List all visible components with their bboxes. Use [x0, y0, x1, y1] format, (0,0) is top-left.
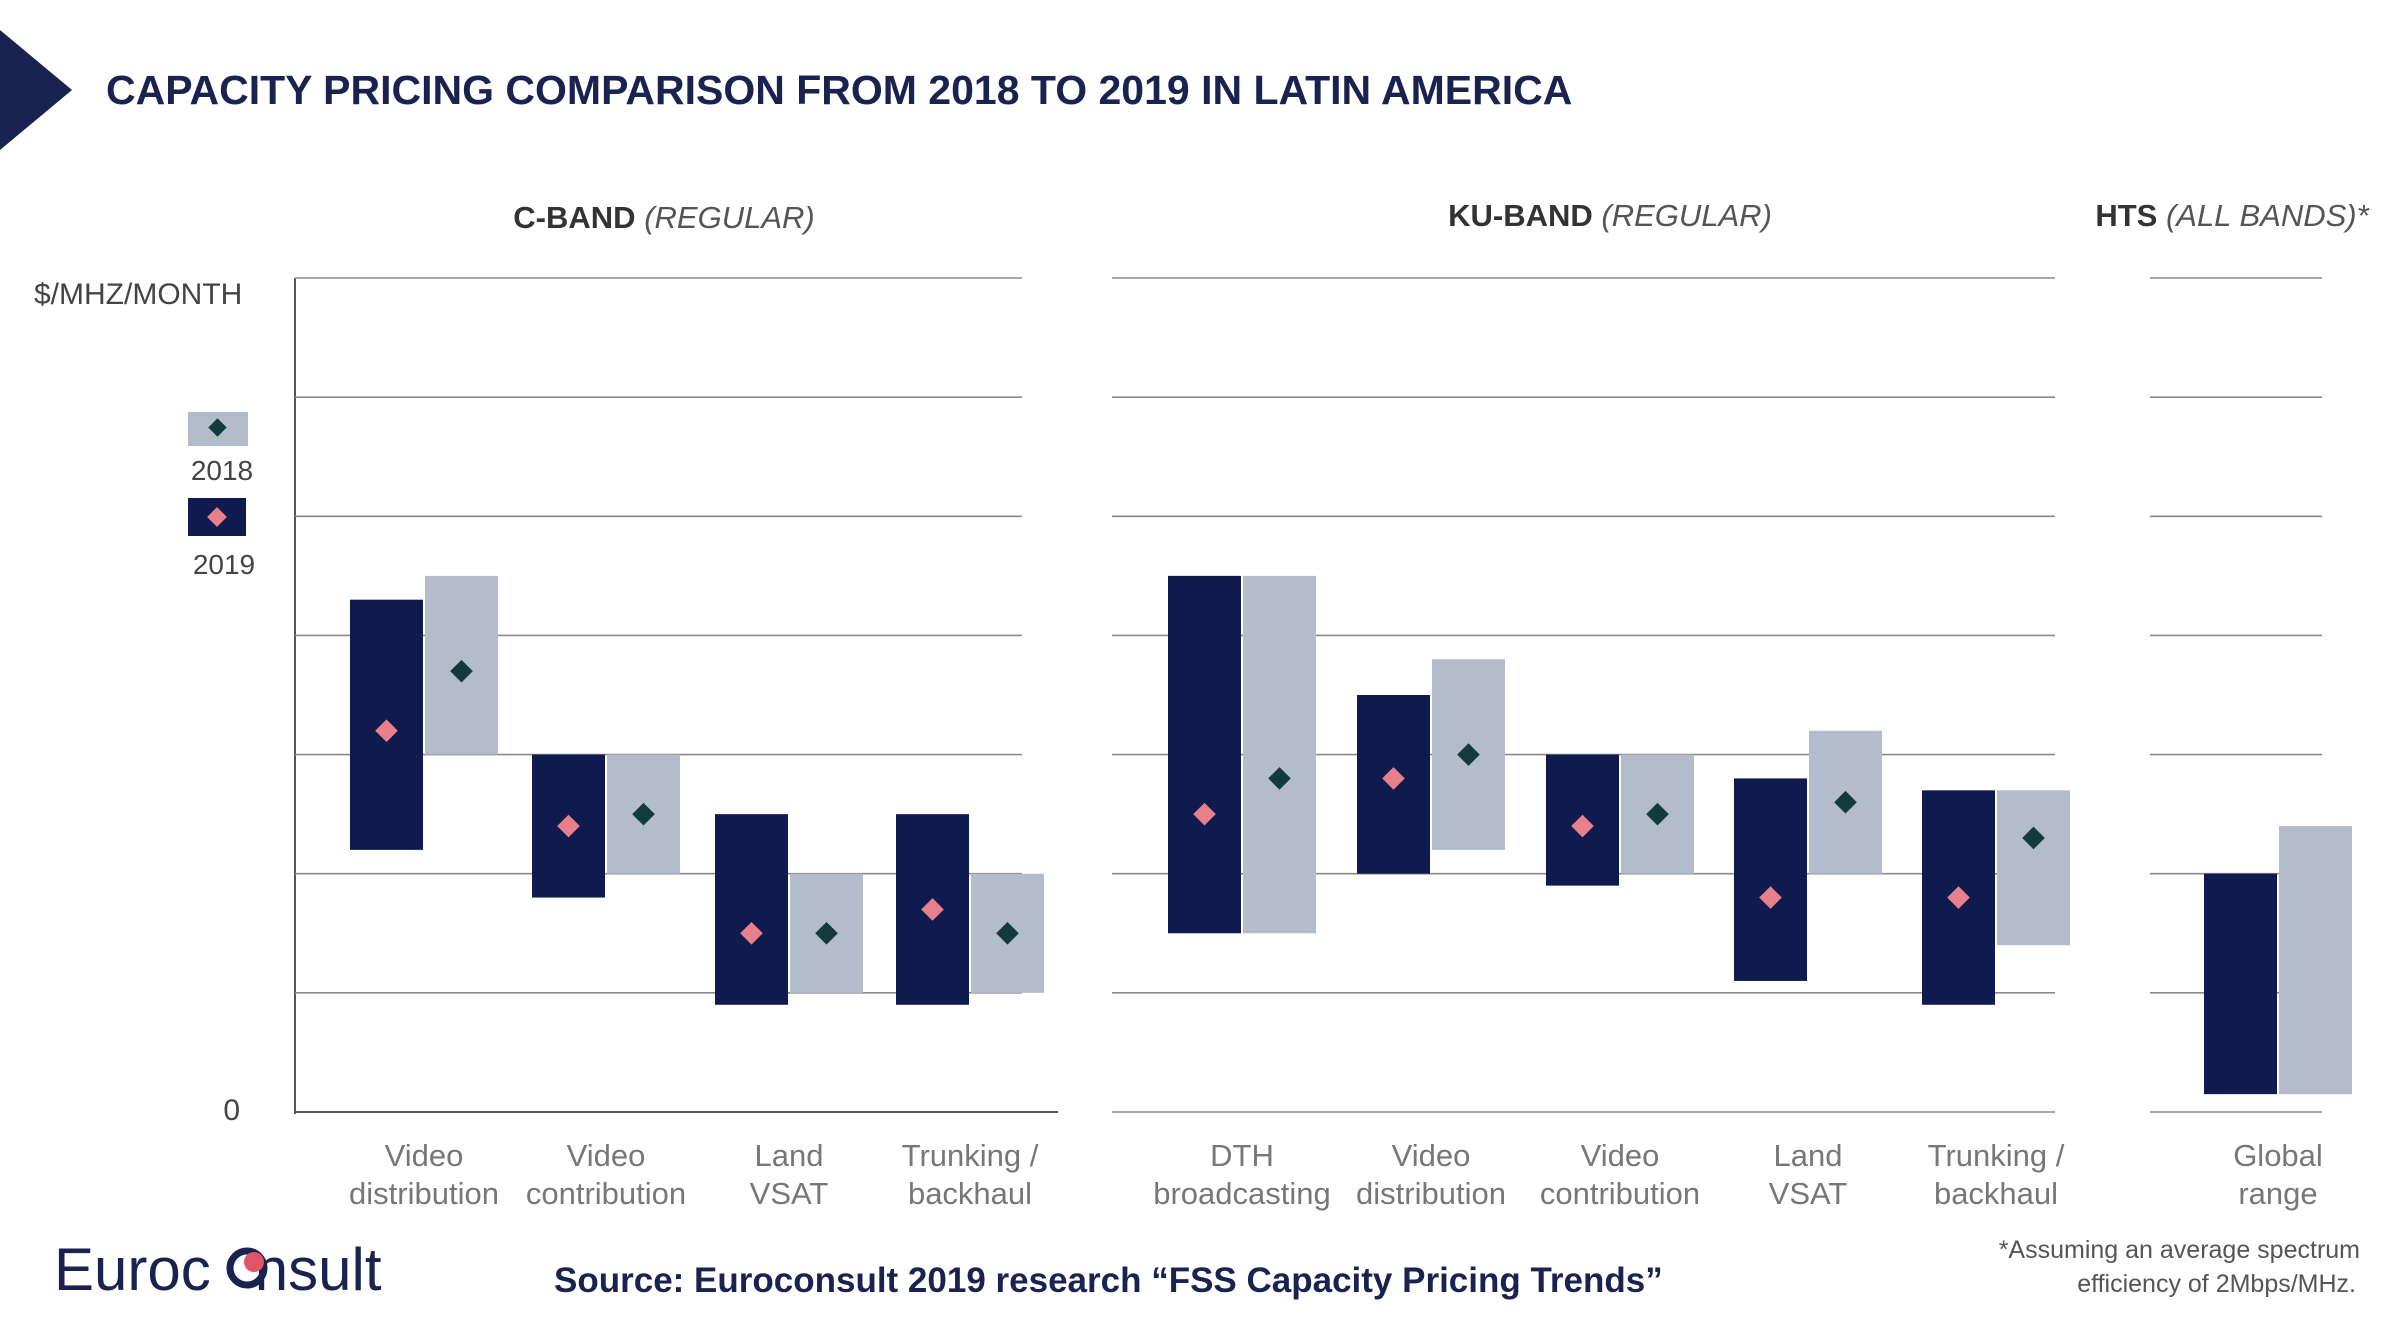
footnote-line-1: *Assuming an average spectrum [1999, 1236, 2360, 1264]
logo-icon [226, 1247, 268, 1289]
avg-marker-2018 [2022, 826, 2045, 850]
logo-text: Euroc nsult [54, 1236, 382, 1303]
avg-marker-2019 [1947, 886, 1970, 909]
range-bar-2019 [2204, 873, 2277, 1095]
avg-marker-2019 [557, 814, 580, 838]
avg-marker-2018 [815, 921, 838, 945]
avg-marker-2019 [921, 898, 944, 921]
range-bar-2019 [1168, 575, 1241, 934]
avg-marker-2018 [1268, 767, 1291, 790]
range-bar-2018 [1243, 575, 1316, 934]
category-label: Video contribution [1540, 1138, 1700, 1211]
chart-title: CAPACITY PRICING COMPARISON FROM 2018 TO… [106, 67, 1572, 113]
footnote-line-2: efficiency of 2Mbps/MHz. [2077, 1270, 2356, 1298]
range-bar-2018 [2279, 826, 2352, 1095]
legend-label-2019: 2019 [193, 549, 255, 580]
section-header-ku-band: KU-BAND (REGULAR) [1448, 198, 1772, 233]
avg-marker-2019 [1193, 802, 1216, 826]
header-arrow-icon [0, 30, 72, 150]
avg-marker-2018 [1646, 802, 1669, 826]
avg-marker-2019 [740, 921, 763, 945]
y-axis-unit-label: $/MHZ/MONTH [34, 278, 242, 311]
category-label: Land VSAT [750, 1138, 829, 1211]
avg-marker-2018 [632, 802, 655, 826]
avg-marker-2018 [450, 659, 473, 683]
y-axis-zero-label: 0 [223, 1094, 240, 1127]
avg-marker-2018 [1834, 790, 1857, 814]
category-label: Land VSAT [1769, 1138, 1848, 1211]
avg-marker-2018 [996, 921, 1019, 945]
legend-label-2018: 2018 [191, 455, 253, 486]
avg-marker-2018 [1457, 743, 1480, 766]
source-text: Source: Euroconsult 2019 research “FSS C… [554, 1261, 1663, 1300]
range-bar-2019 [1734, 778, 1807, 981]
section-header-c-band: C-BAND (REGULAR) [513, 200, 814, 235]
avg-marker-2019 [1382, 767, 1405, 790]
category-label: Video distribution [349, 1138, 499, 1211]
category-label: Global range [2233, 1138, 2323, 1211]
legend: 2018 2019 [188, 412, 255, 580]
avg-marker-2019 [1759, 886, 1782, 909]
category-label: Video contribution [526, 1138, 686, 1211]
legend-marker-2018 [208, 418, 227, 437]
avg-marker-2019 [1571, 814, 1594, 838]
category-label: DTH broadcasting [1153, 1138, 1331, 1211]
section-header-hts: HTS (ALL BANDS)* [2095, 198, 2369, 233]
category-label: Video distribution [1356, 1138, 1506, 1211]
range-bar-2019 [715, 814, 788, 1005]
avg-marker-2019 [375, 719, 398, 743]
category-label: Trunking / backhaul [902, 1138, 1039, 1211]
range-bar-2018 [1997, 790, 2070, 946]
category-label: Trunking / backhaul [1928, 1138, 2065, 1211]
